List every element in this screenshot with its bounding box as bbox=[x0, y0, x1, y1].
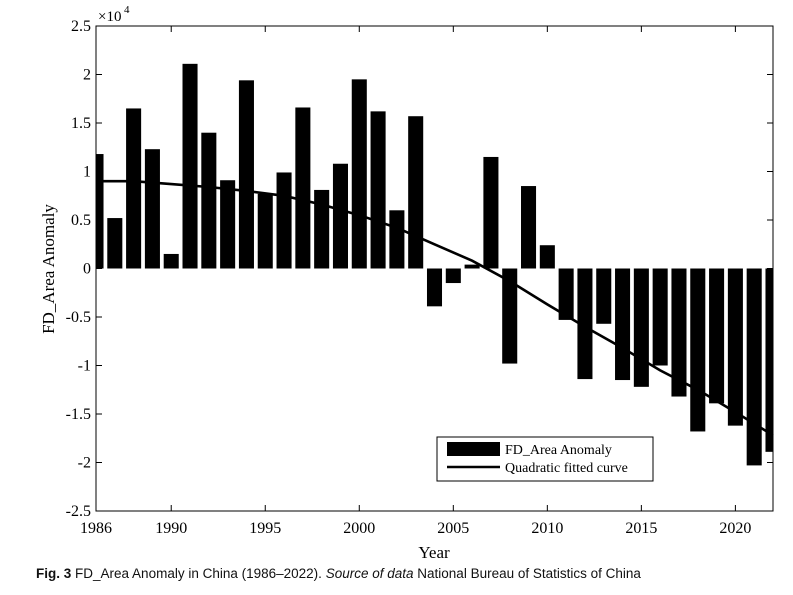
y-multiplier-exponent: 4 bbox=[124, 4, 130, 16]
bar-1990 bbox=[163, 253, 179, 269]
x-tick-labels: 1986 1990 1995 2000 2005 2010 2015 2020 bbox=[80, 520, 751, 537]
y-tick-label-7: -1 bbox=[78, 358, 91, 375]
x-tick-label-2005: 2005 bbox=[437, 520, 469, 537]
x-tick-label-2020: 2020 bbox=[719, 520, 751, 537]
bar-2021 bbox=[746, 268, 762, 466]
bar-1998 bbox=[314, 189, 330, 269]
x-tick-label-1990: 1990 bbox=[155, 520, 187, 537]
bar-1991 bbox=[182, 63, 198, 269]
bar-2018 bbox=[690, 268, 706, 432]
y-tick-label-0: 2.5 bbox=[71, 18, 91, 35]
bar-2013 bbox=[596, 268, 612, 324]
bar-1994 bbox=[238, 80, 254, 269]
bar-2019 bbox=[709, 268, 725, 404]
bar-2005 bbox=[445, 268, 461, 284]
bar-1989 bbox=[144, 149, 160, 269]
bar-2003 bbox=[408, 116, 424, 269]
bar-2006 bbox=[464, 264, 480, 269]
bar-1987 bbox=[107, 218, 123, 269]
bar-1992 bbox=[201, 132, 217, 269]
y-tick-label-2: 1.5 bbox=[71, 115, 91, 132]
legend-bar-label: FD_Area Anomaly bbox=[505, 443, 612, 458]
y-axis-label: FD_Area Anomaly bbox=[39, 204, 58, 334]
bar-1993 bbox=[220, 180, 236, 269]
y-tick-label-4: 0.5 bbox=[71, 212, 91, 229]
bar-1996 bbox=[276, 172, 292, 269]
bar-2012 bbox=[577, 268, 593, 380]
bar-2015 bbox=[633, 268, 649, 387]
x-tick-label-1995: 1995 bbox=[249, 520, 281, 537]
caption-source-label: Source of data bbox=[325, 566, 414, 581]
x-tick-label-1986: 1986 bbox=[80, 520, 112, 537]
figure-caption: Fig. 3 FD_Area Anomaly in China (1986–20… bbox=[36, 566, 641, 581]
bars bbox=[96, 63, 773, 466]
y-tick-label-3: 1 bbox=[83, 164, 91, 181]
bar-1997 bbox=[295, 107, 311, 269]
bar-2016 bbox=[652, 268, 668, 366]
x-axis-label: Year bbox=[418, 543, 450, 562]
bar-2000 bbox=[351, 79, 367, 269]
axis-ticks bbox=[95, 25, 773, 512]
caption-text: FD_Area Anomaly in China (1986–2022). bbox=[75, 566, 322, 581]
bar-2014 bbox=[615, 268, 631, 381]
y-tick-label-8: -1.5 bbox=[66, 406, 91, 423]
y-tick-label-9: -2 bbox=[78, 455, 91, 472]
y-tick-label-1: 2 bbox=[83, 67, 91, 84]
bar-2009 bbox=[521, 186, 537, 269]
bar-2010 bbox=[539, 245, 555, 269]
bar-2020 bbox=[727, 268, 743, 426]
y-tick-label-5: 0 bbox=[83, 261, 91, 278]
bar-2002 bbox=[389, 210, 405, 269]
x-tick-label-2010: 2010 bbox=[531, 520, 563, 537]
bar-2008 bbox=[502, 268, 518, 364]
bar-1986 bbox=[96, 154, 104, 269]
bar-2001 bbox=[370, 111, 386, 269]
bar-2022 bbox=[765, 268, 773, 452]
y-tick-labels: 2.5 2 1.5 1 0.5 0 -0.5 -1 -1.5 -2 -2.5 bbox=[66, 18, 91, 520]
y-tick-label-10: -2.5 bbox=[66, 503, 91, 520]
y-tick-label-6: -0.5 bbox=[66, 309, 91, 326]
bar-2011 bbox=[558, 268, 574, 320]
bar-2017 bbox=[671, 268, 687, 397]
y-multiplier-base: ×10 bbox=[98, 9, 121, 25]
bar-2004 bbox=[426, 268, 443, 307]
bar-1995 bbox=[257, 193, 273, 269]
plot-frame bbox=[95, 25, 774, 512]
caption-figure-number: Fig. 3 bbox=[36, 566, 72, 581]
bar-1988 bbox=[126, 108, 142, 269]
x-tick-label-2015: 2015 bbox=[625, 520, 657, 537]
quadratic-fitted-curve bbox=[96, 179, 774, 437]
bar-2007 bbox=[483, 156, 499, 269]
legend-line-label: Quadratic fitted curve bbox=[505, 461, 628, 476]
bar-1999 bbox=[332, 163, 348, 269]
caption-source-text: National Bureau of Statistics of China bbox=[417, 566, 641, 581]
chart: 1986 1990 1995 2000 2005 2010 2015 2020 2.5 2 1.5… bbox=[39, 4, 774, 562]
legend-bar-swatch bbox=[447, 442, 500, 456]
legend: FD_Area Anomaly Quadratic fitted curve bbox=[436, 436, 654, 482]
x-tick-label-2000: 2000 bbox=[343, 520, 375, 537]
